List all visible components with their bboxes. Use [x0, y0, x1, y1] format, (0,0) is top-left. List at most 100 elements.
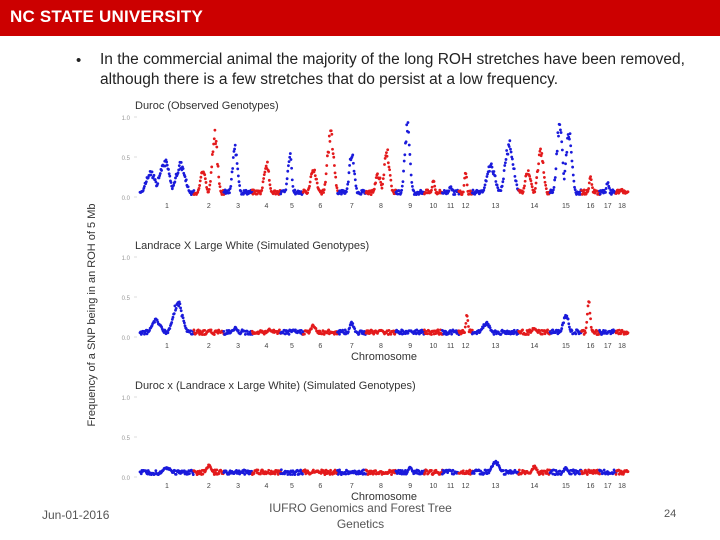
data-point: [183, 324, 187, 328]
data-point: [171, 315, 175, 319]
x-tick-label: 5: [290, 483, 294, 490]
data-point: [334, 175, 338, 179]
data-point: [235, 162, 239, 165]
data-point: [425, 469, 429, 473]
data-point: [465, 314, 469, 318]
data-point: [383, 163, 386, 166]
data-point: [521, 328, 524, 332]
data-point: [222, 329, 226, 333]
data-point: [569, 144, 573, 148]
data-point: [460, 193, 464, 196]
data-point: [173, 180, 177, 184]
data-point: [447, 332, 451, 335]
data-point: [314, 327, 318, 330]
data-point: [616, 188, 620, 192]
data-point: [233, 147, 236, 151]
data-point: [468, 468, 472, 472]
data-point: [322, 191, 325, 194]
data-point: [256, 468, 260, 472]
data-point: [551, 328, 555, 332]
data-point: [446, 471, 450, 475]
x-tick-label: 11: [447, 203, 454, 210]
data-point: [267, 468, 271, 472]
data-point: [369, 193, 373, 196]
data-point: [228, 191, 231, 195]
data-point: [433, 184, 437, 188]
x-tick-label: 7: [350, 203, 354, 210]
data-point: [348, 326, 352, 330]
x-tick-label: 8: [379, 203, 383, 210]
data-point: [346, 330, 350, 334]
data-point: [522, 186, 526, 190]
data-point: [560, 140, 564, 144]
data-point: [374, 181, 377, 185]
data-point: [436, 328, 440, 332]
data-point: [345, 190, 348, 194]
x-tick-label: 2: [207, 203, 211, 210]
data-point: [176, 171, 180, 175]
data-point: [566, 317, 570, 321]
data-point: [259, 192, 262, 196]
data-point: [374, 469, 377, 473]
data-point: [530, 185, 534, 189]
x-tick-label: 16: [587, 203, 595, 210]
data-point: [503, 164, 507, 167]
data-point: [168, 327, 172, 330]
data-point: [380, 186, 384, 190]
data-point: [245, 329, 249, 333]
panel-title: Duroc (Observed Genotypes): [135, 100, 279, 112]
data-point: [626, 331, 630, 335]
data-point: [209, 171, 213, 174]
data-point: [412, 189, 416, 193]
data-point: [260, 186, 264, 190]
data-point: [160, 169, 163, 172]
data-point: [278, 328, 281, 332]
x-tick-label: 6: [318, 203, 322, 210]
data-point: [569, 472, 573, 476]
data-point: [573, 185, 576, 189]
data-point: [351, 161, 355, 165]
data-point: [464, 321, 468, 325]
data-point: [399, 191, 403, 195]
x-tick-label: 16: [587, 483, 595, 490]
data-point: [181, 167, 185, 171]
x-tick-label: 8: [379, 483, 383, 490]
x-tick-label: 6: [318, 483, 322, 490]
data-point: [206, 465, 210, 469]
data-point: [517, 468, 521, 472]
data-point: [327, 328, 331, 332]
data-point: [293, 473, 297, 476]
data-point: [485, 320, 489, 324]
data-point: [589, 325, 593, 329]
data-point: [488, 169, 491, 173]
data-point: [267, 169, 271, 173]
data-point: [386, 161, 390, 165]
data-point: [472, 472, 476, 475]
data-point: [177, 164, 181, 168]
data-point: [489, 162, 493, 166]
data-point: [218, 185, 222, 189]
x-tick-label: 13: [492, 483, 500, 490]
data-point: [345, 187, 349, 191]
data-point: [521, 190, 525, 194]
data-point: [381, 177, 385, 180]
data-point: [560, 327, 564, 330]
data-point: [589, 175, 592, 179]
data-point: [461, 469, 465, 473]
x-tick-label: 11: [447, 343, 454, 350]
x-tick-label: 5: [290, 343, 294, 350]
data-point: [362, 189, 366, 193]
data-point: [430, 468, 433, 472]
data-point: [596, 468, 600, 472]
data-point: [329, 129, 333, 133]
data-point: [376, 172, 379, 176]
data-point: [523, 184, 526, 188]
data-point: [243, 472, 247, 476]
data-point: [165, 160, 169, 164]
data-point: [467, 325, 470, 328]
x-tick-label: 12: [462, 343, 470, 350]
data-point: [390, 473, 393, 476]
data-point: [152, 173, 156, 177]
data-point: [571, 173, 575, 177]
data-point: [338, 332, 341, 336]
